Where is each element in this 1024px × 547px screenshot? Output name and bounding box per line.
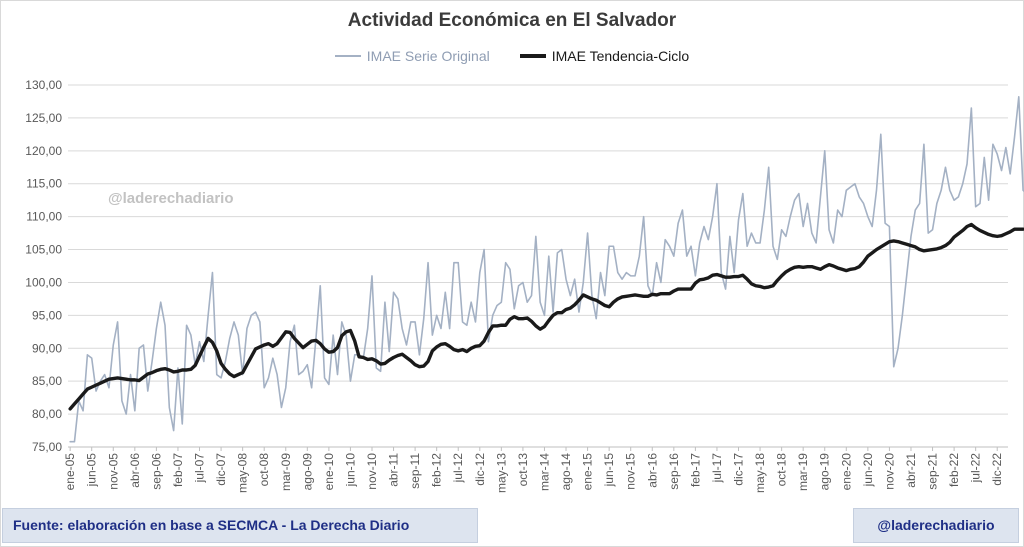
x-tick-label: dic-07 — [214, 453, 228, 486]
y-tick-label: 95,00 — [32, 308, 62, 322]
x-tick-label: feb-07 — [171, 453, 185, 487]
x-tick-label: jun-05 — [85, 453, 99, 488]
y-tick-label: 130,00 — [25, 78, 62, 92]
x-tick-label: nov-05 — [106, 453, 120, 490]
legend-item-original: IMAE Serie Original — [334, 48, 490, 64]
x-tick-label: dic-17 — [732, 453, 746, 486]
x-tick-label: ene-15 — [581, 453, 595, 491]
legend: IMAE Serie Original IMAE Tendencia-Ciclo — [0, 48, 1024, 64]
y-tick-label: 90,00 — [32, 341, 62, 355]
x-tick-label: mar-19 — [796, 453, 810, 491]
x-tick-label: may-08 — [236, 453, 250, 493]
y-tick-label: 85,00 — [32, 374, 62, 388]
x-tick-label: oct-13 — [516, 453, 530, 487]
y-tick-label: 100,00 — [25, 275, 62, 289]
x-tick-label: jun-15 — [602, 453, 616, 488]
x-tick-label: ene-10 — [322, 453, 336, 491]
y-tick-label: 75,00 — [32, 440, 62, 454]
x-tick-label: abr-06 — [128, 453, 142, 488]
x-tick-label: jul-17 — [710, 453, 724, 484]
x-tick-label: may-13 — [494, 453, 508, 493]
x-tick-label: jul-12 — [451, 453, 465, 484]
x-tick-label: nov-15 — [624, 453, 638, 490]
x-tick-label: dic-22 — [990, 453, 1004, 486]
legend-swatch-original — [334, 55, 361, 57]
x-tick-label: mar-14 — [537, 453, 551, 491]
y-axis: 75,00 80,00 85,00 90,00 95,00 100,00 105,00 110… — [25, 78, 62, 454]
gridlines — [68, 84, 1008, 448]
x-tick-label: ago-19 — [818, 453, 832, 491]
x-tick-label: abr-21 — [904, 453, 918, 488]
series-line-original — [69, 96, 1024, 443]
series-layer — [68, 96, 1024, 443]
x-tick-label: jul-07 — [193, 453, 207, 484]
x-tick-label: dic-12 — [473, 453, 487, 486]
y-tick-label: 115,00 — [26, 177, 62, 191]
x-tick-label: mar-09 — [279, 453, 293, 491]
x-tick-label: sep-16 — [667, 453, 681, 490]
x-tick-label: feb-22 — [947, 453, 961, 487]
x-tick-label: abr-11 — [387, 453, 401, 487]
x-tick-label: oct-18 — [775, 453, 789, 487]
x-tick-label: oct-08 — [257, 453, 271, 487]
x-tick-label: jul-22 — [969, 453, 983, 484]
x-tick-label: nov-10 — [365, 453, 379, 490]
x-tick-label: nov-20 — [882, 453, 896, 490]
x-tick-label: sep-21 — [926, 453, 940, 490]
legend-swatch-trend — [519, 54, 546, 58]
x-tick-label: feb-17 — [688, 453, 702, 487]
x-tick-label: ago-14 — [559, 453, 573, 491]
x-tick-label: ene-05 — [63, 453, 77, 491]
legend-item-trend: IMAE Tendencia-Ciclo — [519, 48, 690, 64]
legend-label-original: IMAE Serie Original — [366, 48, 490, 64]
x-tick-label: jun-20 — [861, 453, 875, 488]
source-footer: Fuente: elaboración en base a SECMCA - L… — [2, 508, 478, 543]
legend-label-trend: IMAE Tendencia-Ciclo — [551, 48, 690, 64]
y-tick-label: 105,00 — [25, 243, 62, 257]
chart-title: Actividad Económica en El Salvador — [347, 10, 677, 31]
x-axis: ene-05 jun-05 nov-05 abr-06 sep-06 feb-07 jul-… — [63, 446, 1008, 493]
y-tick-label: 120,00 — [25, 144, 62, 158]
x-tick-label: abr-16 — [645, 453, 659, 488]
x-tick-label: jun-10 — [343, 453, 357, 488]
series-line-trend — [68, 222, 1024, 411]
x-tick-label: sep-06 — [149, 453, 163, 490]
x-tick-label: feb-12 — [430, 453, 444, 487]
x-tick-label: sep-11 — [408, 453, 422, 489]
handle-footer: @laderechadiario — [853, 508, 1019, 543]
x-tick-label: may-18 — [753, 453, 767, 493]
x-tick-label: ene-20 — [839, 453, 853, 491]
line-chart: 75,00 80,00 85,00 90,00 95,00 100,00 105,00 110… — [25, 78, 1024, 493]
y-tick-label: 125,00 — [25, 111, 62, 125]
watermark: @laderechadiario — [108, 190, 234, 207]
y-tick-label: 80,00 — [32, 407, 62, 421]
x-tick-label: ago-09 — [300, 453, 314, 491]
y-tick-label: 110,00 — [26, 210, 62, 224]
